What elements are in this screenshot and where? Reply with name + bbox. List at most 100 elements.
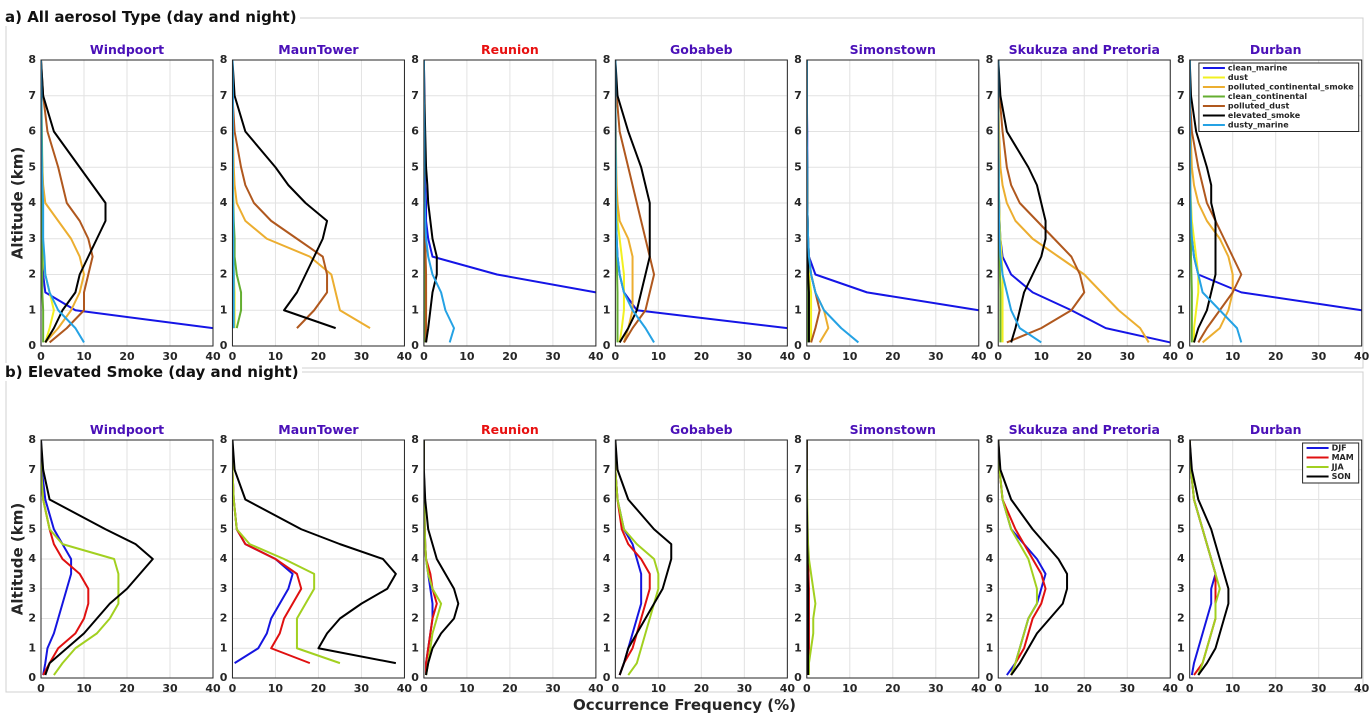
y-tick-label: 3 — [1177, 582, 1185, 595]
y-tick-label: 4 — [28, 552, 36, 565]
y-tick-label: 6 — [1177, 125, 1185, 138]
legend-label: dusty_marine — [1228, 121, 1289, 130]
y-tick-label: 8 — [794, 53, 802, 66]
y-tick-label: 8 — [411, 53, 419, 66]
y-tick-label: 0 — [220, 339, 228, 352]
x-tick-label: 0 — [229, 350, 237, 363]
y-tick-label: 8 — [986, 53, 994, 66]
y-tick-label: 0 — [220, 671, 228, 684]
x-tick-label: 30 — [1311, 350, 1327, 363]
x-tick-label: 10 — [268, 682, 284, 695]
x-tick-label: 30 — [737, 682, 753, 695]
x-tick-label: 30 — [1120, 350, 1136, 363]
x-tick-label: 30 — [162, 682, 178, 695]
y-tick-label: 4 — [1177, 552, 1185, 565]
x-tick-label: 0 — [229, 682, 237, 695]
legend-label: polluted_dust — [1228, 102, 1290, 111]
y-tick-label: 8 — [1177, 433, 1185, 446]
series-line — [1189, 440, 1230, 676]
plot-frame — [614, 59, 788, 347]
plot-frame — [231, 439, 405, 679]
y-tick-label: 5 — [986, 522, 994, 535]
y-tick-label: 8 — [794, 433, 802, 446]
section-title: b) Elevated Smoke (day and night) — [2, 363, 302, 381]
series-line — [998, 440, 1069, 676]
x-tick-label: 10 — [459, 682, 475, 695]
y-tick-label: 1 — [986, 641, 994, 654]
y-tick-label: 2 — [28, 612, 36, 625]
series-group — [998, 440, 1069, 676]
y-tick-label: 2 — [986, 612, 994, 625]
x-tick-label: 40 — [588, 682, 604, 695]
x-tick-label: 0 — [420, 350, 428, 363]
y-tick-label: 0 — [28, 339, 36, 352]
x-tick-label: 10 — [268, 350, 284, 363]
y-tick-label: 6 — [986, 493, 994, 506]
y-axis-label: Altitude (km) — [9, 503, 27, 615]
series-line — [998, 60, 1150, 343]
panel-title: Durban — [1249, 42, 1302, 57]
y-tick-label: 6 — [411, 493, 419, 506]
x-tick-label: 10 — [1225, 682, 1241, 695]
y-tick-label: 1 — [28, 303, 36, 316]
x-tick-label: 30 — [1120, 682, 1136, 695]
x-tick-label: 20 — [694, 682, 710, 695]
x-tick-label: 0 — [1186, 350, 1194, 363]
x-tick-label: 10 — [1034, 682, 1050, 695]
x-tick-label: 0 — [803, 682, 811, 695]
x-tick-label: 20 — [311, 350, 327, 363]
plot-frame — [614, 439, 788, 679]
y-tick-label: 0 — [411, 671, 419, 684]
plot-frame — [231, 59, 405, 347]
x-tick-label: 30 — [354, 682, 370, 695]
y-tick-label: 6 — [794, 493, 802, 506]
series-line — [998, 60, 1047, 343]
x-tick-label: 10 — [76, 682, 92, 695]
series-line — [41, 60, 85, 343]
y-tick-label: 3 — [220, 232, 228, 245]
y-tick-label: 7 — [986, 463, 994, 476]
y-tick-label: 2 — [603, 268, 611, 281]
y-tick-label: 2 — [794, 268, 802, 281]
y-tick-label: 4 — [1177, 196, 1185, 209]
panel-title: Windpoort — [89, 42, 165, 57]
series-group — [998, 60, 1171, 344]
x-tick-label: 0 — [803, 350, 811, 363]
y-tick-label: 4 — [603, 552, 611, 565]
series-group — [41, 440, 154, 676]
y-tick-label: 2 — [411, 268, 419, 281]
x-tick-label: 30 — [162, 350, 178, 363]
y-tick-label: 5 — [411, 160, 419, 173]
y-tick-label: 8 — [411, 433, 419, 446]
series-line — [41, 60, 94, 344]
x-tick-label: 10 — [651, 682, 667, 695]
y-tick-label: 2 — [220, 268, 228, 281]
y-tick-label: 3 — [220, 582, 228, 595]
plot-frame — [997, 59, 1171, 347]
y-tick-label: 1 — [794, 303, 802, 316]
series-line — [232, 60, 329, 329]
series-group — [1189, 440, 1230, 676]
x-tick-label: 20 — [885, 350, 901, 363]
x-tick-label: 40 — [1354, 682, 1369, 695]
y-tick-label: 7 — [794, 89, 802, 102]
y-tick-label: 0 — [1177, 671, 1185, 684]
y-tick-label: 4 — [411, 552, 419, 565]
y-tick-label: 7 — [411, 89, 419, 102]
y-tick-label: 8 — [28, 433, 36, 446]
panel-title: Simonstown — [849, 42, 936, 57]
series-group — [232, 440, 397, 665]
series-line — [423, 440, 460, 676]
x-tick-label: 20 — [694, 350, 710, 363]
x-tick-label: 40 — [205, 682, 221, 695]
x-tick-label: 20 — [119, 350, 135, 363]
y-tick-label: 3 — [28, 232, 36, 245]
legend-label: SON — [1332, 472, 1351, 481]
y-tick-label: 8 — [220, 433, 228, 446]
series-line — [232, 440, 397, 665]
y-tick-label: 3 — [603, 582, 611, 595]
y-tick-label: 3 — [986, 582, 994, 595]
x-tick-label: 0 — [420, 682, 428, 695]
y-tick-label: 5 — [794, 522, 802, 535]
